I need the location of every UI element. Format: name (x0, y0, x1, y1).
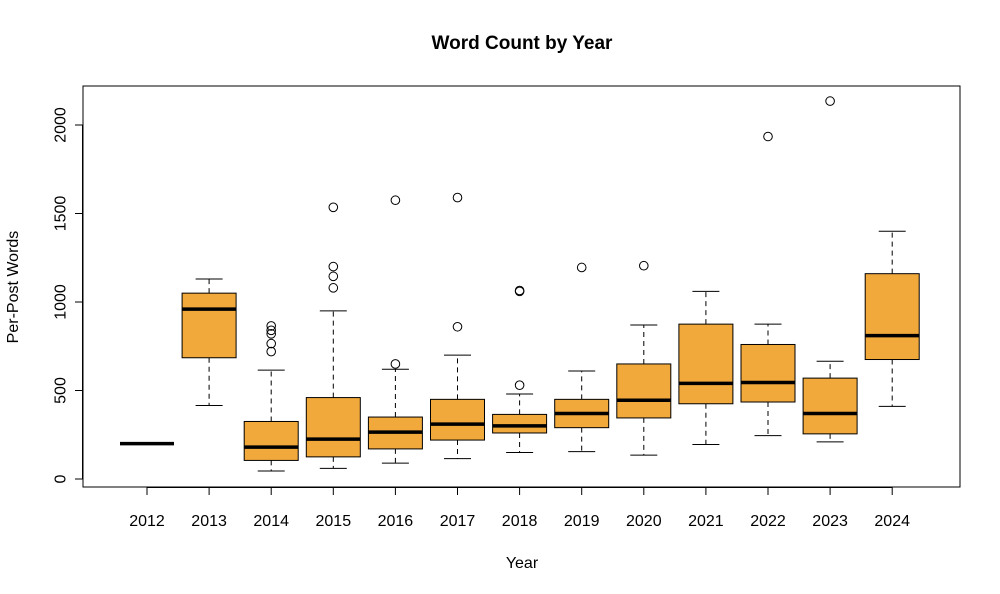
x-tick-label: 2013 (191, 513, 227, 530)
box-2024 (864, 230, 920, 407)
y-tick-label: 500 (53, 377, 70, 404)
outlier-point (266, 346, 277, 357)
iqr-box (740, 343, 796, 403)
outlier-point (390, 359, 401, 369)
x-tick-label: 2018 (502, 513, 538, 530)
iqr-box (616, 363, 672, 419)
chart-title: Word Count by Year (432, 33, 613, 54)
iqr-box (430, 398, 485, 441)
box-2014 (243, 321, 299, 472)
box-2020 (616, 260, 672, 456)
box-2023 (802, 96, 858, 443)
iqr-box (305, 397, 361, 458)
outlier-point (390, 195, 401, 206)
x-tick-label: 2022 (750, 513, 786, 530)
outlier-point (266, 338, 277, 349)
y-axis: 0 500 1000 1500 2000 (53, 107, 83, 483)
iqr-box (492, 413, 548, 434)
iqr-box (181, 292, 237, 359)
outlier-point (514, 380, 525, 390)
y-axis-label: Per-Post Words (5, 231, 22, 344)
iqr-box (243, 420, 299, 461)
outlier-point (763, 131, 773, 142)
y-tick-label: 1500 (53, 196, 70, 232)
box-2013 (181, 278, 237, 407)
outlier-point (825, 96, 835, 106)
box-2019 (554, 262, 610, 453)
x-tick-label: 2023 (812, 513, 848, 530)
outlier-point (328, 261, 339, 272)
y-tick-label: 2000 (53, 107, 70, 143)
x-tick-label: 2020 (626, 513, 662, 530)
iqr-box (802, 377, 858, 435)
box-2021 (678, 290, 734, 445)
x-tick-label: 2012 (129, 513, 165, 530)
iqr-box (864, 273, 920, 361)
outlier-point (328, 202, 339, 213)
y-tick-label: 0 (53, 474, 70, 483)
x-axis-label: Year (506, 555, 539, 572)
outlier-point (328, 271, 339, 282)
x-tick-label: 2019 (564, 513, 600, 530)
x-tick-label: 2015 (316, 513, 352, 530)
y-tick-label: 1000 (53, 284, 70, 320)
box-2017 (430, 192, 485, 460)
outlier-point (514, 285, 525, 296)
outlier-point (328, 283, 339, 293)
x-tick-label: 2017 (440, 513, 476, 530)
box-2015 (305, 202, 361, 469)
x-tick-label: 2014 (253, 513, 289, 530)
x-tick-label: 2016 (378, 513, 414, 530)
outlier-point (266, 321, 277, 331)
outlier-point (266, 325, 277, 336)
x-tick-label: 2021 (688, 513, 724, 530)
x-tick-label: 2024 (874, 513, 910, 530)
box-2018 (492, 285, 548, 453)
outlier-point (452, 192, 463, 203)
outlier-point (266, 329, 277, 339)
box-2016 (367, 195, 423, 464)
outlier-point (576, 262, 587, 273)
x-axis: 2012 2013 2014 2015 2016 2017 2018 2019 2020 2021… (129, 487, 910, 530)
iqr-box (678, 323, 734, 405)
boxes-group (120, 96, 920, 472)
outlier-point (452, 321, 463, 332)
outlier-point (639, 260, 649, 271)
box-2022 (740, 131, 796, 437)
